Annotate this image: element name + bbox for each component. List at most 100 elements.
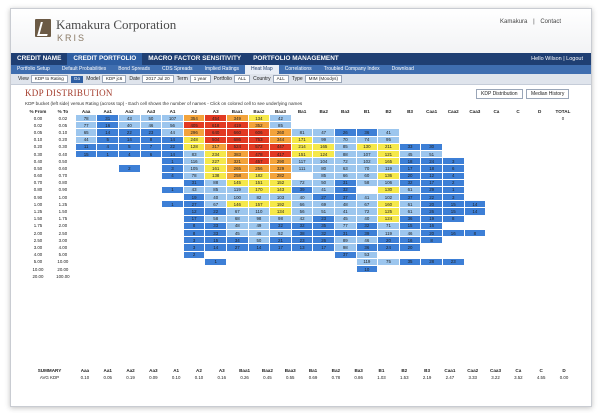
heat-cell[interactable]: 15 (204, 236, 227, 245)
heat-cell[interactable]: 7 (139, 142, 163, 151)
heat-cell[interactable]: 329 (269, 164, 292, 173)
heat-cell[interactable]: 354 (182, 113, 206, 123)
heat-cell[interactable]: 41 (355, 193, 379, 202)
heat-cell[interactable]: 58 (204, 214, 227, 223)
heat-cell[interactable]: 35 (398, 257, 422, 266)
heat-cell[interactable]: 41 (312, 185, 335, 195)
heat-cell[interactable]: 32 (312, 228, 335, 238)
heat-cell[interactable]: 8 (182, 228, 206, 238)
heat-cell[interactable]: 125 (377, 207, 400, 216)
subnav-item-portfolio-setup[interactable]: Portfolio Setup (17, 66, 50, 72)
heat-cell[interactable]: 32 (269, 221, 292, 231)
heat-cell[interactable]: 13 (290, 243, 314, 252)
heat-cell[interactable]: 72 (355, 207, 379, 216)
heat-cell[interactable]: 85 (333, 142, 357, 151)
heat-cell[interactable]: 151 (290, 149, 314, 159)
heat-cell[interactable]: 405 (182, 121, 206, 130)
heat-cell[interactable]: 78 (182, 171, 206, 180)
heat-cell[interactable]: 20 (398, 243, 422, 252)
heat-cell[interactable]: 100 (226, 193, 249, 202)
heat-cell[interactable]: 454 (204, 113, 227, 123)
heat-cell[interactable]: 98 (269, 214, 292, 223)
heat-cell[interactable]: 23 (441, 257, 465, 266)
heat-cell[interactable]: 82 (247, 193, 271, 202)
filter-select-model[interactable]: KDP jc6 (101, 75, 127, 83)
heat-cell[interactable]: 50 (139, 113, 163, 123)
heat-cell[interactable]: 14 (118, 135, 141, 144)
heat-cell[interactable]: 5 (96, 135, 120, 144)
heat-cell[interactable]: 36 (355, 128, 379, 137)
heat-cell[interactable]: 40 (355, 214, 379, 223)
heat-cell[interactable]: 66 (290, 200, 314, 209)
heat-cell[interactable]: 3 (441, 157, 465, 166)
heat-cell[interactable]: 60 (355, 171, 379, 180)
heat-cell[interactable]: 119 (377, 228, 400, 238)
heat-cell[interactable]: 37 (333, 250, 357, 259)
heat-cell[interactable]: 45 (333, 214, 357, 223)
heat-cell[interactable]: 116 (182, 157, 206, 166)
heat-cell[interactable]: 15 (441, 200, 465, 209)
heat-cell[interactable]: 457 (247, 157, 271, 166)
heat-cell[interactable]: 15 (398, 221, 422, 231)
heat-cell[interactable]: 85 (204, 185, 227, 195)
heat-cell[interactable]: 41 (333, 207, 357, 216)
heat-cell[interactable]: 282 (269, 171, 292, 180)
heat-cell[interactable]: 50 (247, 236, 271, 245)
heat-cell[interactable]: 4 (96, 142, 120, 151)
heat-cell[interactable]: 24 (377, 243, 400, 252)
heat-cell[interactable]: 98 (333, 243, 357, 252)
heat-cell[interactable]: 70 (355, 164, 379, 173)
heat-cell[interactable]: 51 (312, 207, 335, 216)
heat-cell[interactable]: 2 (182, 250, 206, 259)
heat-cell[interactable]: 27 (226, 243, 249, 252)
heat-cell[interactable]: 111 (290, 164, 314, 173)
heat-cell[interactable]: 33 (204, 221, 227, 231)
heat-cell[interactable]: 161 (204, 164, 227, 173)
heat-cell[interactable]: 2 (118, 164, 141, 173)
heat-cell[interactable]: 40 (290, 193, 314, 202)
heat-cell[interactable]: 61 (398, 185, 422, 195)
heat-cell[interactable]: 107 (161, 113, 184, 123)
heat-cell[interactable]: 30 (420, 142, 443, 151)
subnav-item-heat-map[interactable]: Heat Map (245, 65, 279, 74)
heat-cell[interactable]: 71 (377, 221, 400, 231)
heat-cell[interactable]: 40 (204, 193, 227, 202)
heat-cell[interactable]: 753 (247, 135, 271, 144)
heat-cell[interactable]: 14 (96, 128, 120, 137)
heat-cell[interactable]: 686 (226, 135, 249, 144)
heat-cell[interactable]: 17 (269, 243, 292, 252)
heat-cell[interactable]: 65 (74, 128, 98, 137)
heat-cell[interactable]: 49 (247, 221, 271, 231)
heat-cell[interactable]: 130 (377, 185, 400, 195)
heat-cell[interactable]: 56 (290, 207, 314, 216)
heat-cell[interactable]: 1 (161, 157, 184, 166)
heat-cell[interactable]: 51 (420, 149, 443, 159)
heat-cell[interactable]: 40 (118, 121, 141, 130)
heat-cell[interactable]: 32 (355, 221, 379, 231)
heat-cell[interactable]: 75 (377, 257, 400, 266)
heat-cell[interactable]: 31 (333, 178, 357, 187)
heat-cell[interactable]: 26 (333, 128, 357, 137)
heat-cell[interactable]: 44 (74, 135, 98, 144)
heat-cell[interactable]: 14 (204, 243, 227, 252)
heat-cell[interactable]: 117 (290, 157, 314, 166)
heat-cell[interactable]: 121 (377, 149, 400, 159)
heat-cell[interactable]: 14 (161, 149, 184, 159)
heat-cell[interactable]: 15 (441, 207, 465, 216)
heat-cell[interactable]: 12 (420, 171, 443, 180)
heat-cell[interactable]: 69 (312, 200, 335, 209)
heat-cell[interactable]: 23 (312, 214, 335, 223)
nav-macro-factor-sensitivity[interactable]: MACRO FACTOR SENSITIVITY (148, 55, 242, 62)
filter-select-view[interactable]: KDP to Rating (30, 75, 68, 83)
heat-cell[interactable]: 20 (377, 236, 400, 245)
heat-cell[interactable]: 31 (182, 178, 206, 187)
subnav-item-default-probabilities[interactable]: Default Probabilities (61, 66, 107, 72)
tab-kdp-distribution[interactable]: KDP Distribution (476, 89, 523, 99)
heat-cell[interactable]: 21 (269, 236, 292, 245)
heat-cell[interactable]: 321 (226, 157, 249, 166)
heat-cell[interactable]: 660 (226, 128, 249, 137)
heat-cell[interactable]: 58 (355, 178, 379, 187)
heat-cell[interactable]: 36 (355, 243, 379, 252)
heat-cell[interactable]: 98 (247, 214, 271, 223)
heat-cell[interactable]: 130 (355, 142, 379, 151)
